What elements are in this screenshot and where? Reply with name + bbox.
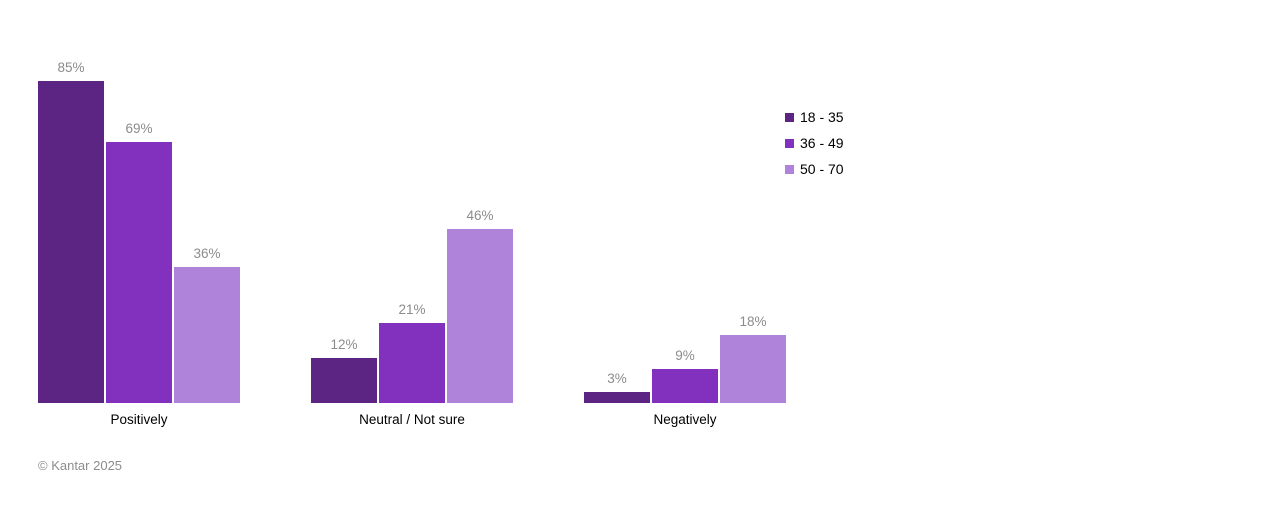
value-label: 9% bbox=[675, 348, 695, 363]
value-label: 12% bbox=[330, 337, 358, 352]
legend-marker bbox=[785, 112, 794, 122]
legend: 18 - 35 36 - 49 50 - 70 bbox=[785, 104, 844, 182]
bar bbox=[379, 323, 445, 403]
value-label: 85% bbox=[57, 60, 85, 75]
bar-column: 85% bbox=[38, 60, 104, 403]
category-label: Positively bbox=[110, 412, 168, 427]
bar-column: 18% bbox=[720, 314, 786, 403]
bar-column: 36% bbox=[174, 246, 240, 403]
bar bbox=[38, 81, 104, 403]
category-label: Negatively bbox=[653, 412, 717, 427]
value-label: 69% bbox=[125, 121, 153, 136]
bar-column: 21% bbox=[379, 302, 445, 403]
value-label: 36% bbox=[193, 246, 221, 261]
bar bbox=[174, 267, 240, 403]
copyright-text: © Kantar 2025 bbox=[38, 458, 123, 473]
legend-item: 50 - 70 bbox=[785, 156, 844, 182]
bar-column: 69% bbox=[106, 121, 172, 403]
legend-label: 36 - 49 bbox=[800, 135, 844, 151]
category-label: Neutral / Not sure bbox=[359, 412, 465, 427]
bar-column: 9% bbox=[652, 348, 718, 403]
bar-column: 12% bbox=[311, 337, 377, 403]
legend-item: 36 - 49 bbox=[785, 130, 844, 156]
legend-label: 18 - 35 bbox=[800, 109, 844, 125]
legend-marker bbox=[785, 164, 794, 174]
bar-group: 85% 69% 36% bbox=[38, 60, 240, 403]
bar bbox=[311, 358, 377, 403]
legend-label: 50 - 70 bbox=[800, 161, 844, 177]
value-label: 3% bbox=[607, 371, 627, 386]
value-label: 21% bbox=[398, 302, 426, 317]
bar bbox=[447, 229, 513, 403]
legend-marker bbox=[785, 138, 794, 148]
bar bbox=[720, 335, 786, 403]
bar-group: 3% 9% 18% bbox=[584, 314, 786, 403]
value-label: 18% bbox=[739, 314, 767, 329]
bar-column: 46% bbox=[447, 208, 513, 403]
bar bbox=[652, 369, 718, 403]
bar bbox=[584, 392, 650, 403]
value-label: 46% bbox=[466, 208, 494, 223]
bar bbox=[106, 142, 172, 403]
bar-group: 12% 21% 46% bbox=[311, 208, 513, 403]
legend-item: 18 - 35 bbox=[785, 104, 844, 130]
bar-column: 3% bbox=[584, 371, 650, 403]
